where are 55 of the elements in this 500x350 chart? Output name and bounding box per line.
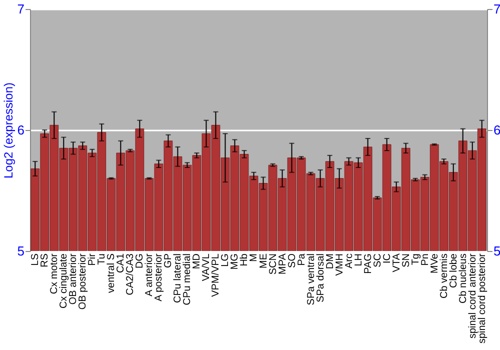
x-tick-label: Cx cingulate (58, 253, 70, 309)
x-tick-label: GP (163, 253, 174, 268)
y-tick-label: 5 (17, 244, 24, 258)
x-tick-label: CA2/CA3 (125, 253, 136, 296)
x-tick-label: Cb vermis (438, 254, 450, 299)
y-tick-label: 7 (17, 2, 24, 16)
y-axis-title: Log2 (expression) (1, 82, 16, 179)
x-tick-label: VA/VL (201, 253, 212, 282)
x-tick-label: Pn (420, 254, 431, 266)
x-tick-label: VMH (334, 254, 346, 276)
x-tick-label: MD (192, 254, 203, 270)
x-tick-label: A posterior (154, 252, 165, 302)
x-tick-label: SO (286, 253, 298, 268)
x-tick-label: ventral S (106, 253, 118, 293)
x-tick-label: OB posterior (78, 252, 89, 310)
x-tick-label: MPA (277, 253, 288, 274)
x-tick-label: SN (400, 254, 412, 268)
x-tick-label: LG (220, 253, 232, 267)
x-tick-label: Tg (410, 254, 422, 266)
x-tick-label: RS (40, 253, 51, 268)
x-tick-label: SC (372, 254, 384, 268)
x-tick-label: LS (30, 253, 42, 266)
x-tick-label: Cx motor (49, 252, 60, 294)
x-tick-label: spinal cord anterior (467, 252, 478, 339)
x-tick-label: Arc (344, 254, 355, 268)
x-tick-label: ME (258, 253, 270, 268)
x-tick-label: Pa (296, 253, 308, 266)
x-tick-label: Cb lobe (448, 253, 460, 288)
x-tick-label: SCN (268, 254, 279, 275)
x-tick-label: Cb nucleus (458, 254, 469, 304)
x-tick-label: DM (324, 254, 336, 270)
x-tick-label: spinal cord posterior (476, 252, 488, 344)
x-tick-label: CPu medial (182, 254, 194, 306)
x-tick-label: Hb (239, 253, 250, 266)
x-tick-label: IC (382, 254, 393, 264)
x-tick-label: DG (134, 253, 146, 268)
x-tick-label: VTA (391, 253, 402, 272)
x-tick-label: MG (230, 253, 241, 270)
x-tick-label: SPa ventral (306, 254, 317, 306)
x-tick-label: Tu (96, 254, 108, 265)
y2-tick-label: 7 (494, 2, 500, 16)
x-tick-label: A anterior (144, 252, 156, 296)
y2-tick-label: 6 (494, 122, 500, 138)
x-tick-label: SPa dorsal (315, 254, 326, 302)
x-tick-label: VPM/VPL (210, 253, 222, 297)
x-tick-label: MVe (429, 253, 440, 274)
y-tick-label: 6 (17, 122, 24, 138)
x-tick-label: Pir (87, 252, 98, 266)
x-tick-label: PAG (362, 253, 374, 274)
x-tick-label: OB anterior (68, 252, 80, 305)
x-tick-label: CA1 (116, 253, 127, 273)
x-tick-label: M (248, 254, 260, 262)
x-tick-label: LH (353, 254, 364, 266)
y2-tick-label: 5 (494, 244, 500, 258)
x-tick-label: CPu lateral (172, 254, 184, 303)
